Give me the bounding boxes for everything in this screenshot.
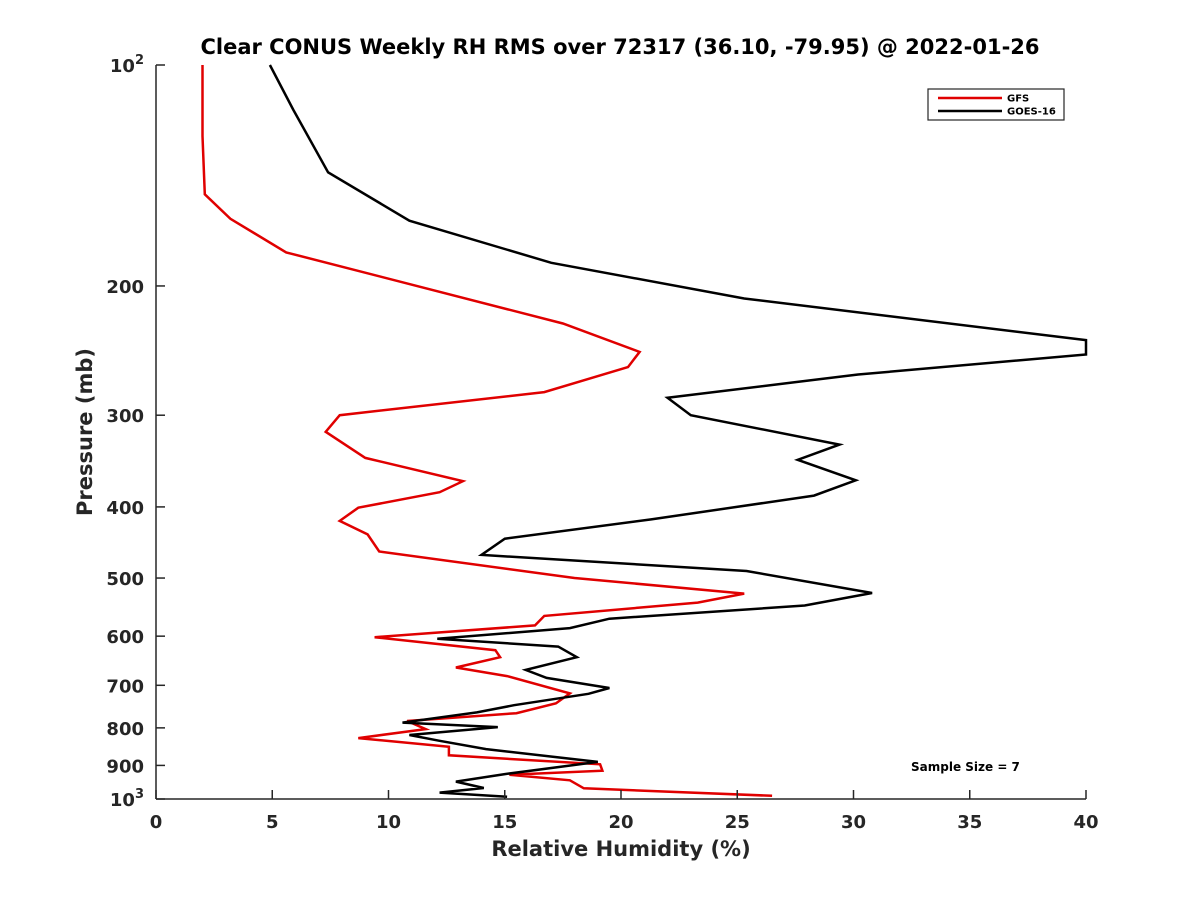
legend-label-gfs: GFS — [1007, 94, 1029, 105]
y-tick-label: 400 — [106, 498, 144, 519]
y-tick-label: 600 — [106, 627, 144, 648]
x-tick-label: 25 — [725, 812, 750, 833]
x-tick-label: 35 — [957, 812, 982, 833]
y-tick-label: 300 — [106, 406, 144, 427]
x-tick-label: 0 — [150, 812, 163, 833]
x-tick-label: 30 — [841, 812, 866, 833]
legend-box — [927, 88, 1065, 121]
plot-area — [156, 65, 1086, 799]
x-tick-label: 20 — [608, 812, 633, 833]
y-axis-title: Pressure (mb) — [73, 348, 97, 516]
x-axis-title: Relative Humidity (%) — [491, 837, 750, 861]
y-tick-label: 700 — [106, 676, 144, 697]
x-ticks: 0 5 10 15 20 25 30 35 40 — [150, 790, 1099, 833]
x-tick-label: 10 — [376, 812, 401, 833]
x-tick-label: 5 — [266, 812, 279, 833]
series-line-gfs — [201, 65, 773, 798]
y-tick-label: 800 — [106, 719, 144, 740]
y-tick-label: 200 — [106, 277, 144, 298]
x-tick-label: 15 — [492, 812, 517, 833]
legend: GFS GOES-16 — [927, 88, 1065, 121]
y-ticks: 102 200 300 400 500 600 700 800 900 103 — [106, 53, 165, 811]
series-layer — [201, 64, 1088, 799]
y-tick-label: 102 — [110, 53, 144, 77]
legend-label-goes16: GOES-16 — [1007, 107, 1056, 118]
y-tick-label: 103 — [110, 787, 144, 811]
y-tick-label: 500 — [106, 569, 144, 590]
chart-title: Clear CONUS Weekly RH RMS over 72317 (36… — [200, 35, 1039, 59]
sample-size-annotation: Sample Size = 7 — [911, 760, 1020, 774]
series-line-goes16 — [268, 64, 1088, 799]
y-tick-label: 900 — [106, 756, 144, 777]
x-tick-label: 40 — [1073, 812, 1098, 833]
